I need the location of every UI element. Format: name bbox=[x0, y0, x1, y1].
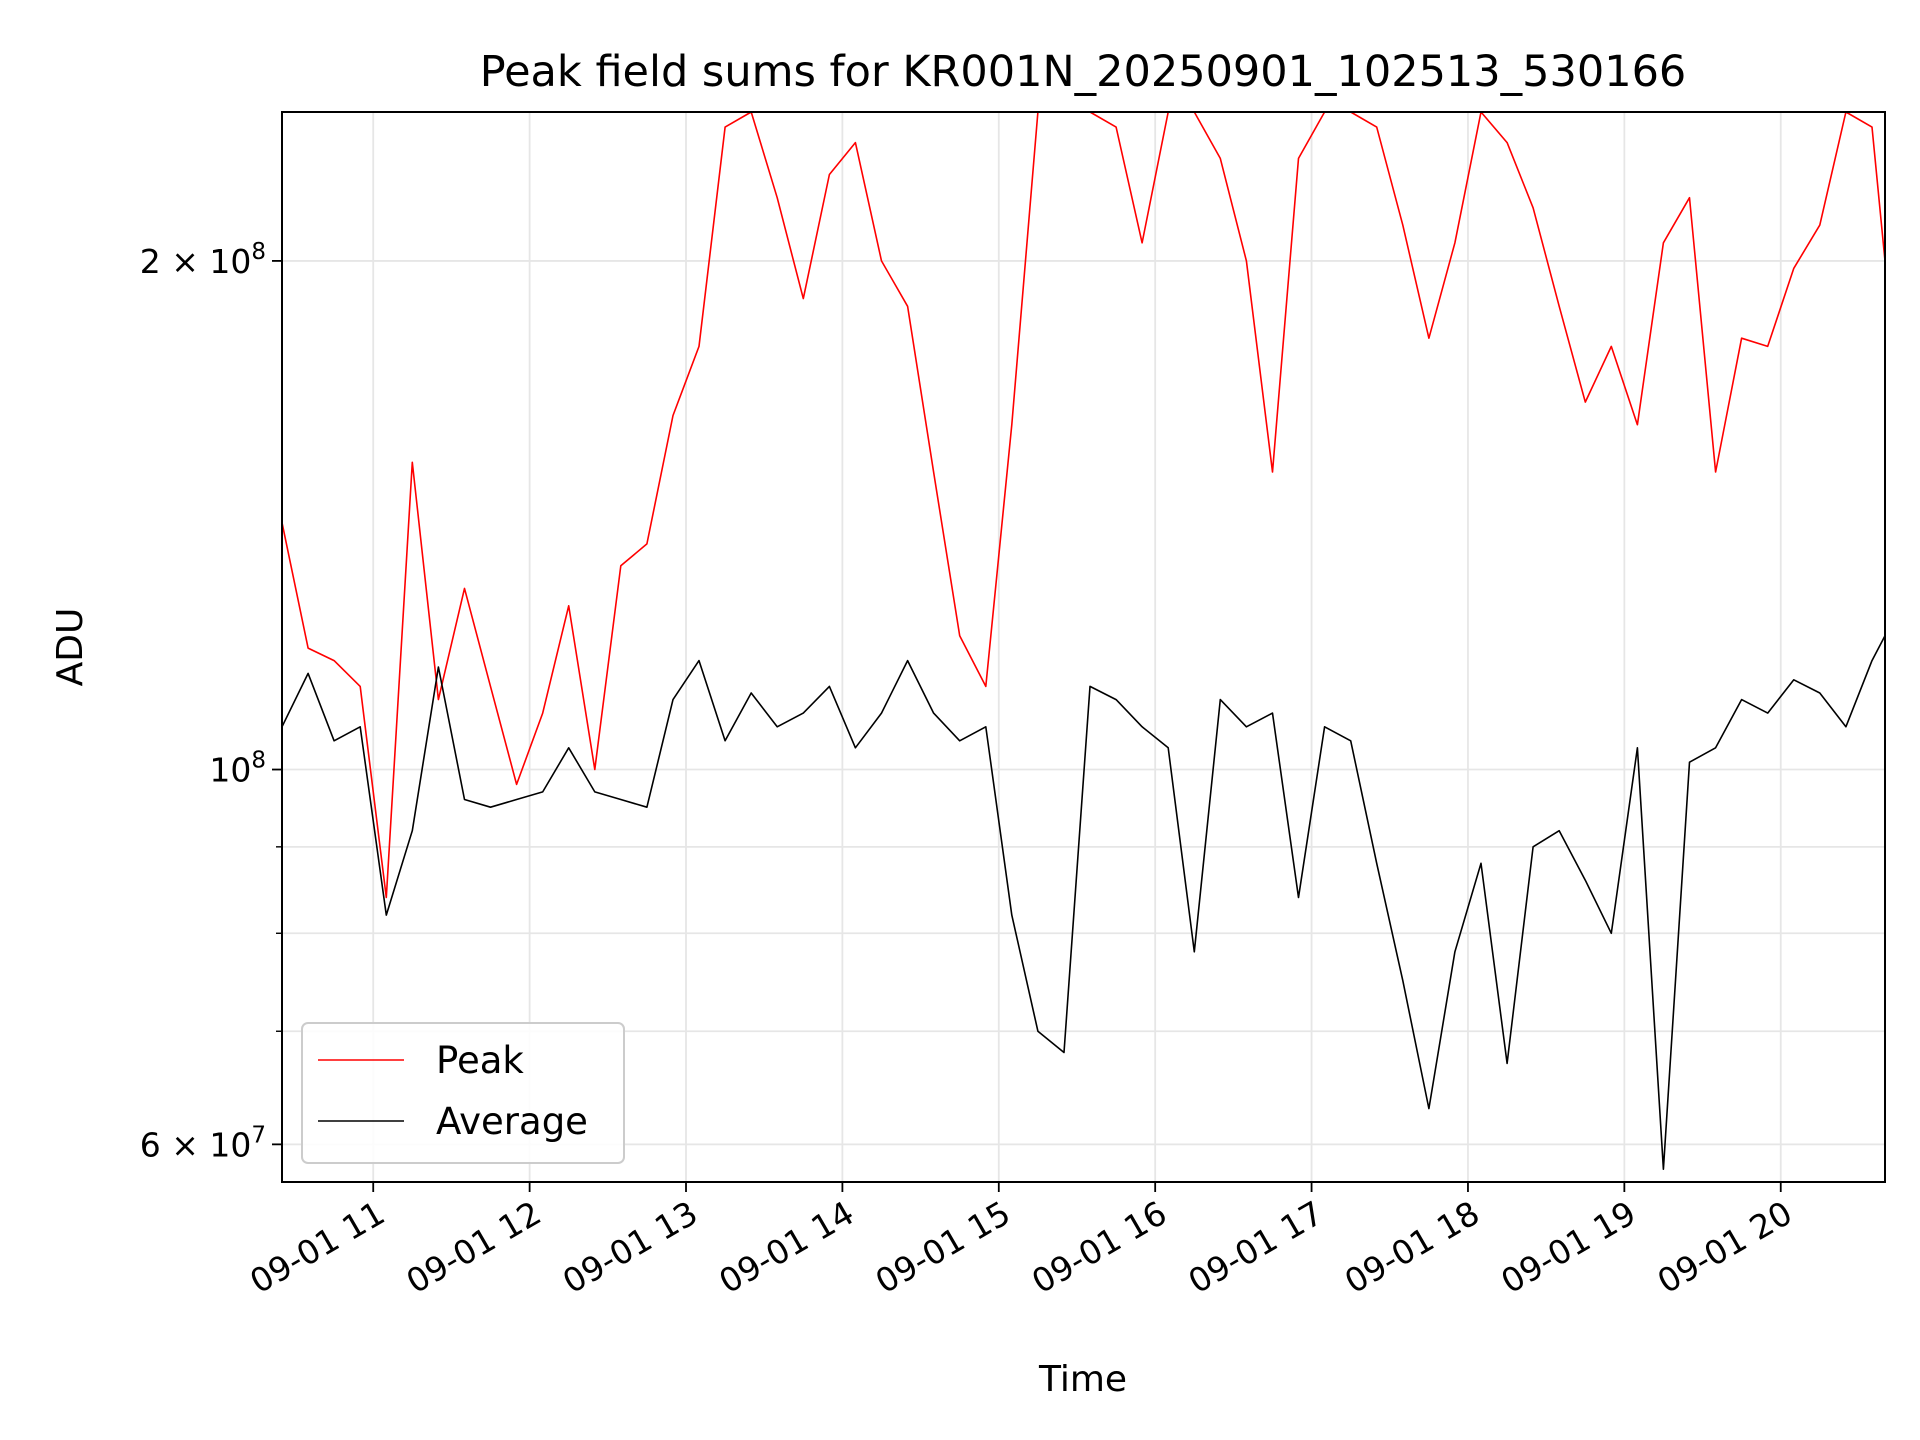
x-tick-label: 09-01 19 bbox=[1494, 1193, 1642, 1301]
legend-box bbox=[301, 1022, 625, 1164]
x-axis: 09-01 11 09-01 12 09-01 13 09-01 14 09-01 15… bbox=[243, 1182, 1799, 1301]
chart-title: Peak field sums for KR001N_20250901_1025… bbox=[480, 47, 1687, 97]
x-axis-label: Time bbox=[1038, 1359, 1127, 1400]
y-tick-label: 108 bbox=[209, 748, 266, 790]
series-line-average bbox=[281, 635, 1886, 1170]
grid bbox=[282, 112, 1885, 1182]
x-tick-label: 09-01 18 bbox=[1338, 1193, 1486, 1301]
legend-peak-label: Peak bbox=[436, 1039, 524, 1082]
x-tick-label: 09-01 14 bbox=[712, 1193, 860, 1301]
y-axis-label: ADU bbox=[50, 608, 91, 687]
y-tick-label: 2 × 108 bbox=[140, 239, 266, 281]
plot-frame bbox=[281, 111, 1886, 1183]
y-axis: 6 × 107 108 2 × 108 bbox=[140, 239, 282, 1164]
x-tick-label: 09-01 20 bbox=[1651, 1193, 1799, 1301]
x-tick-label: 09-01 11 bbox=[243, 1193, 391, 1301]
x-tick-label: 09-01 17 bbox=[1182, 1193, 1330, 1301]
y-tick-label: 6 × 107 bbox=[140, 1122, 266, 1164]
legend: Peak Average bbox=[301, 1022, 625, 1164]
x-tick-label: 09-01 13 bbox=[556, 1193, 704, 1301]
x-tick-label: 09-01 12 bbox=[400, 1193, 548, 1301]
x-tick-label: 09-01 16 bbox=[1025, 1193, 1173, 1301]
plot-area bbox=[281, 111, 1886, 1170]
legend-average-label: Average bbox=[436, 1100, 588, 1143]
x-tick-label: 09-01 15 bbox=[869, 1193, 1017, 1301]
